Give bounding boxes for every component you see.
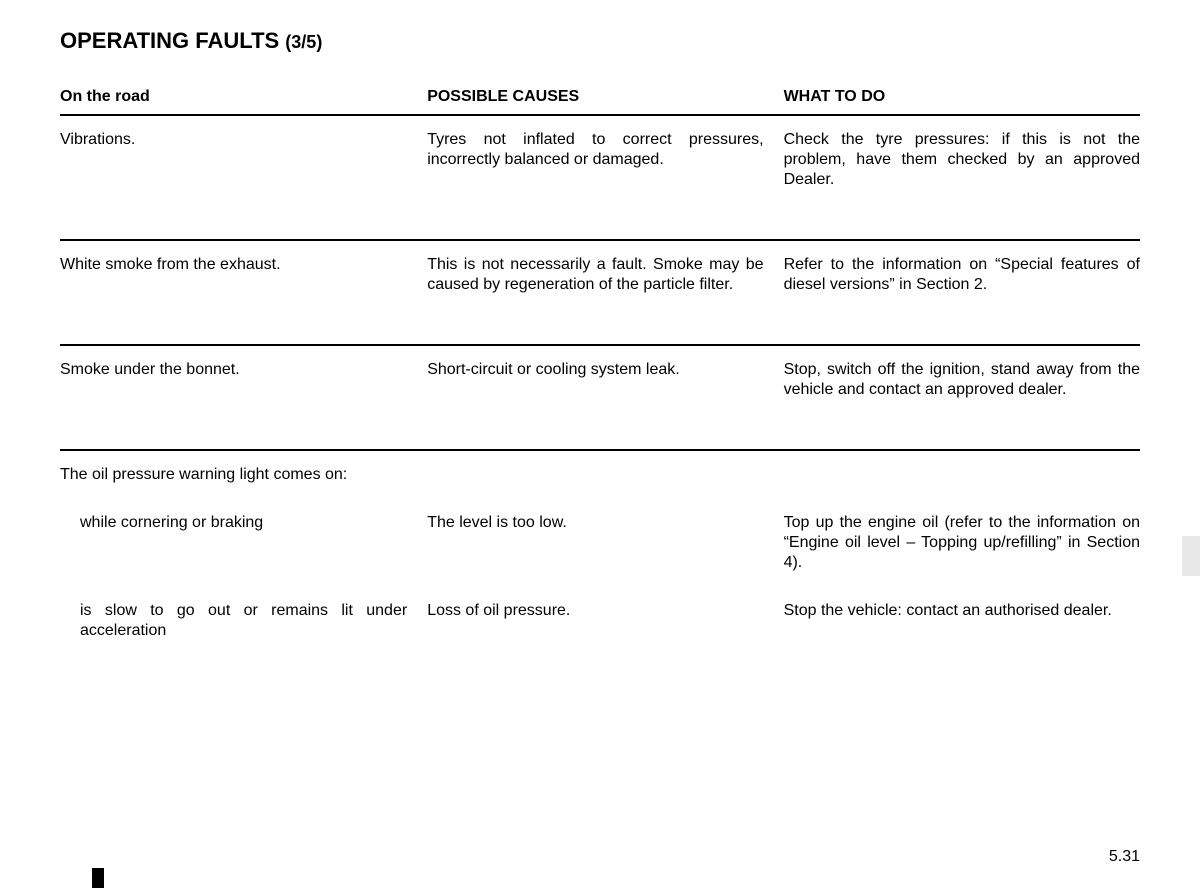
manual-page: OPERATING FAULTS (3/5) On the road POSSI…: [0, 0, 1200, 655]
cell-symptom: White smoke from the exhaust.: [60, 240, 427, 309]
cell-action: [784, 450, 1140, 499]
cell-symptom: Vibrations.: [60, 115, 427, 204]
table-row: is slow to go out or remains lit under a…: [60, 587, 1140, 655]
page-title: OPERATING FAULTS (3/5): [60, 28, 1140, 54]
cell-cause: Short-circuit or cooling system leak.: [427, 345, 783, 414]
title-main: OPERATING FAULTS: [60, 28, 285, 53]
cell-symptom: The oil pressure warning light comes on:: [60, 450, 427, 499]
header-action: WHAT TO DO: [784, 84, 1140, 115]
cell-symptom: Smoke under the bonnet.: [60, 345, 427, 414]
header-symptom: On the road: [60, 84, 427, 115]
sub-symptom: is slow to go out or remains lit under a…: [60, 601, 407, 641]
cell-action: Refer to the information on “Special fea…: [784, 240, 1140, 309]
table-row: Smoke under the bonnet. Short-circuit or…: [60, 345, 1140, 414]
cell-symptom: while cornering or braking: [60, 499, 427, 587]
cell-cause: Tyres not inflated to correct pressures,…: [427, 115, 783, 204]
page-number: 5.31: [1109, 848, 1140, 866]
cell-cause: The level is too low.: [427, 499, 783, 587]
table-row: while cornering or braking The level is …: [60, 499, 1140, 587]
row-divider: [60, 204, 1140, 240]
cell-cause: This is not necessarily a fault. Smoke m…: [427, 240, 783, 309]
title-sub: (3/5): [285, 32, 322, 52]
cell-cause: [427, 450, 783, 499]
cell-symptom: is slow to go out or remains lit under a…: [60, 587, 427, 655]
sub-symptom: while cornering or braking: [60, 513, 407, 533]
cell-action: Stop the vehicle: contact an authorised …: [784, 587, 1140, 655]
row-divider: [60, 414, 1140, 450]
cell-action: Stop, switch off the ignition, stand awa…: [784, 345, 1140, 414]
table-header-row: On the road POSSIBLE CAUSES WHAT TO DO: [60, 84, 1140, 115]
thumb-tab: [1182, 536, 1200, 576]
footer-mark: [92, 868, 104, 888]
cell-cause: Loss of oil pressure.: [427, 587, 783, 655]
cell-action: Check the tyre pressures: if this is not…: [784, 115, 1140, 204]
table-row: The oil pressure warning light comes on:: [60, 450, 1140, 499]
faults-table: On the road POSSIBLE CAUSES WHAT TO DO V…: [60, 84, 1140, 655]
table-row: White smoke from the exhaust. This is no…: [60, 240, 1140, 309]
row-divider: [60, 309, 1140, 345]
cell-action: Top up the engine oil (refer to the info…: [784, 499, 1140, 587]
header-cause: POSSIBLE CAUSES: [427, 84, 783, 115]
table-row: Vibrations. Tyres not inflated to correc…: [60, 115, 1140, 204]
